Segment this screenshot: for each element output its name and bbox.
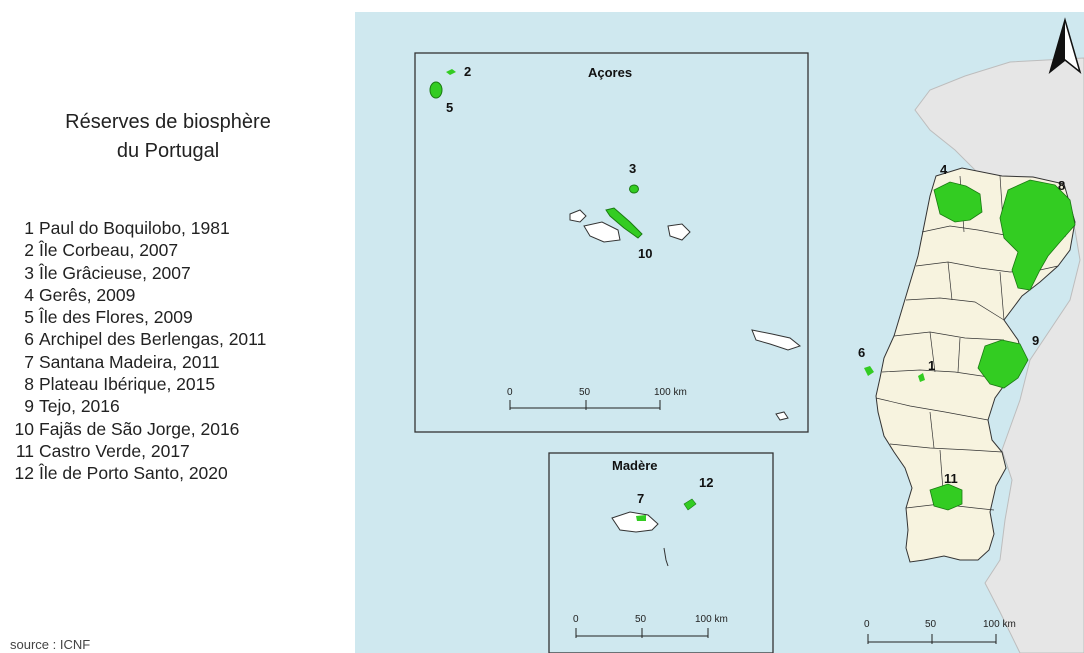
- legend-item: 9 Tejo, 2016: [10, 395, 266, 417]
- legend-list: 1 Paul do Boquilobo, 1981 2 Île Corbeau, 20…: [10, 217, 267, 485]
- legend-title-line2: du Portugal: [116, 140, 220, 162]
- map-area: Açores Madère 2 5 3 10 7 12 4 8 9 6 1 11…: [355, 12, 1084, 653]
- legend-item-label: Plateau Ibérique, 2015: [39, 374, 216, 395]
- reserve-2-corvo: [446, 69, 456, 75]
- legend-item-label: Fajãs de São Jorge, 2016: [39, 418, 240, 439]
- legend-item: 8 Plateau Ibérique, 2015: [10, 373, 266, 395]
- legend-item-label: Castro Verde, 2017: [39, 440, 190, 461]
- legend-item-label: Santana Madeira, 2011: [39, 351, 220, 372]
- legend-item: 5 Île des Flores, 2009: [10, 306, 266, 328]
- legend-item-label: Île Corbeau, 2007: [39, 240, 179, 261]
- legend-item: 2 Île Corbeau, 2007: [10, 239, 266, 261]
- legend-item-number: 8: [24, 374, 34, 395]
- island-desertas: [663, 547, 669, 567]
- reserve-5-flores: [429, 81, 443, 99]
- legend-item: 12 Île de Porto Santo, 2020: [10, 462, 266, 484]
- legend-item-number: 10: [14, 418, 34, 439]
- legend-item: 11 Castro Verde, 2017: [10, 440, 266, 462]
- legend-item: 10 Fajãs de São Jorge, 2016: [10, 418, 266, 440]
- island-madeira: [611, 511, 659, 533]
- legend-item: 3 Île Grâcieuse, 2007: [10, 262, 266, 284]
- island-santa-maria: [775, 411, 789, 421]
- reserve-10-fajas-sao-jorge: [605, 207, 643, 239]
- legend-item-number: 2: [24, 240, 34, 261]
- legend-item-number: 12: [14, 463, 34, 484]
- island-pico: [583, 221, 621, 243]
- azores-islands: [569, 209, 802, 421]
- island-faial: [569, 209, 587, 223]
- legend-item-label: Paul do Boquilobo, 1981: [39, 218, 230, 238]
- legend-item-number: 5: [24, 307, 34, 328]
- legend-item: 6 Archipel des Berlengas, 2011: [10, 328, 266, 350]
- legend-item-number: 11: [15, 440, 34, 461]
- legend-item: 4 Gerês, 2009: [10, 284, 266, 306]
- legend-item-label: Île de Porto Santo, 2020: [39, 463, 228, 484]
- legend-item-label: Archipel des Berlengas, 2011: [39, 329, 267, 350]
- legend-item-number: 6: [24, 329, 34, 350]
- legend-item-label: Tejo, 2016: [39, 396, 120, 417]
- north-arrow-icon: [1048, 17, 1082, 75]
- legend-item-number: 9: [24, 396, 34, 417]
- reserve-3-graciosa: [629, 184, 639, 194]
- reserve-1-paul-do-boquilobo: [918, 373, 925, 382]
- legend-title-line1: Réserves de biosphère: [65, 111, 271, 133]
- legend-item: 7 Santana Madeira, 2011: [10, 351, 266, 373]
- reserve-12-porto-santo: [683, 498, 697, 511]
- legend-title: Réserves de biosphère du Portugal: [18, 108, 318, 166]
- island-terceira: [667, 223, 691, 241]
- legend-panel: Réserves de biosphère du Portugal 1 Paul …: [0, 0, 355, 653]
- reserve-4-geres: [933, 181, 983, 223]
- legend-item-label: Île Grâcieuse, 2007: [39, 262, 191, 283]
- island-sao-miguel: [751, 329, 802, 351]
- reserve-11-castro-verde: [929, 483, 963, 511]
- legend-item-label: Gerês, 2009: [39, 284, 136, 305]
- madeira-inset-frame: [548, 452, 774, 653]
- legend-item-number: 7: [24, 351, 34, 372]
- spain-landmass: [914, 57, 1084, 653]
- legend-item-label: Île des Flores, 2009: [39, 307, 193, 328]
- reserve-9-tejo: [977, 339, 1029, 389]
- legend-item: 1 Paul do Boquilobo, 1981: [10, 217, 266, 239]
- reserve-7-santana: [636, 515, 646, 521]
- map-canvas: [355, 12, 1084, 653]
- reserve-8-plateau-iberique: [999, 179, 1076, 291]
- legend-item-number: 4: [24, 284, 34, 305]
- source-note: source : ICNF: [10, 637, 91, 652]
- legend-item-number: 1: [24, 218, 34, 238]
- azores-inset-frame: [414, 52, 809, 433]
- reserve-6-berlengas: [864, 366, 874, 376]
- legend-item-number: 3: [24, 262, 34, 283]
